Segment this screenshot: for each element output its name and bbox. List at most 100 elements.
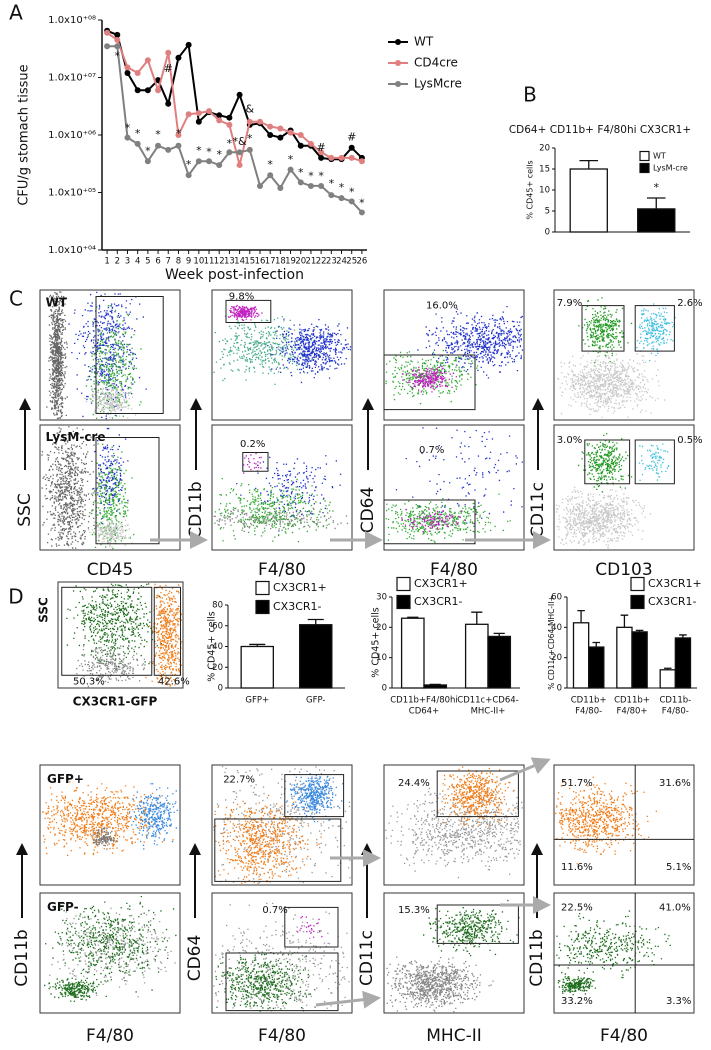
flow-plot: 24.4% [383,764,525,886]
data-point [277,134,284,141]
data-point [267,123,274,130]
cell-cloud [46,291,68,420]
annotation: * [308,169,314,182]
y-tick-label: 20 [539,144,550,154]
cell-cloud [45,896,177,993]
bar [674,637,692,689]
panel-letter: A [9,1,23,25]
y-axis-label: CD11c [357,930,377,986]
gate-percent: 51.7% [561,778,593,789]
data-point [155,142,162,149]
gate-percent: 50.3% [73,677,105,688]
gate [95,296,164,414]
data-point [348,154,355,161]
x-tick-label: 24 [336,257,347,267]
y-axis-label: CD11b [186,481,206,538]
annotation: * [125,121,131,134]
legend-label: CX3CR1- [273,600,322,613]
cell-cloud [386,956,494,1013]
bar [588,646,605,689]
data-point [358,158,365,165]
x-tick-label: 21 [306,257,317,267]
gate-percent: 41.0% [659,902,691,913]
gate-percent: 42.6% [158,677,190,688]
y-axis-label: CFU/g stomach tissue [17,64,32,205]
flow-plot: 0.2% [211,424,353,551]
gate [225,299,272,323]
legend-marker [395,60,401,66]
bar [400,617,425,689]
x-tick-label: 3 [125,257,130,267]
data-point [175,132,182,138]
data-point [144,87,151,94]
gate [61,586,153,676]
annotation: * [186,158,192,171]
cell-cloud [417,306,524,379]
data-point [318,149,325,156]
flow-plot: 0.7% [211,892,353,1014]
flow-frame [553,424,695,551]
cell-cloud [227,304,263,321]
x-axis-label: F4/80 [258,560,306,580]
cell-cloud [214,478,334,543]
flow-frame [553,764,695,886]
data-point [328,154,335,161]
y-tick-label: 1.0x10⁺⁰⁴ [48,245,96,256]
legend-label: LysM-cre [653,164,688,173]
legend-label: CD4cre [414,56,458,70]
bar [423,684,448,689]
flow-plot: 51.7% 31.6% 11.6% 5.1% [553,764,695,886]
gate [153,586,181,676]
gate-percent: 15.3% [398,905,430,916]
annotation: * [206,145,212,158]
data-point [338,195,345,202]
x-axis-label: Week post-infection [165,267,304,283]
data-point [246,118,253,125]
error-bar [620,614,629,628]
x-axis-label: F4/80 [86,1026,134,1046]
x-tick-label: 22 [316,257,327,267]
bar [659,669,676,689]
y-axis-label: % CD11c+CD64-MHC-II+ [547,595,556,690]
cell-cloud [385,349,479,405]
cell-cloud [557,349,666,418]
data-point [175,142,182,149]
cell-cloud [88,516,133,548]
data-point [267,172,274,179]
sample-label: GFP+ [47,772,84,786]
gate-percent: 0.7% [262,905,287,916]
data-point [226,121,233,128]
bar [616,626,633,689]
cell-cloud [91,443,135,550]
y-tick-label: 20 [212,663,223,673]
legend-label: WT [653,152,666,161]
x-tick-label: 5 [145,257,150,267]
flow-plot: 22.5% 41.0% 33.2% 3.3% [553,892,695,1014]
cell-cloud [556,484,652,549]
x-tick-label: CD11b+F4/80hi [390,696,458,706]
gate-percent: 9.8% [229,292,254,303]
y-tick-label: 1.0x10⁺⁰⁷ [48,73,96,84]
data-point [307,140,314,147]
error-bar [646,197,666,209]
cell-cloud [638,443,670,481]
data-point [348,198,355,205]
legend-marker [395,81,401,87]
annotation: * [145,144,151,157]
y-axis-label: % CD45+ cells [371,607,382,677]
y-tick-label: 0 [545,228,550,238]
annotation: *& [233,135,248,148]
legend-label: LysMcre [414,77,462,91]
annotation: * [329,177,335,190]
legend-label: CX3CR1+ [414,577,468,590]
x-axis-label: F4/80 [430,560,478,580]
bar [572,622,590,689]
cell-cloud [578,433,633,493]
data-point [328,192,335,199]
data-point [297,142,304,149]
x-tick-label: 6 [155,257,160,267]
error-bar [579,159,599,169]
flow-frame [211,424,353,551]
x-tick-label: 16 [255,257,266,267]
legend-swatch [639,150,650,162]
